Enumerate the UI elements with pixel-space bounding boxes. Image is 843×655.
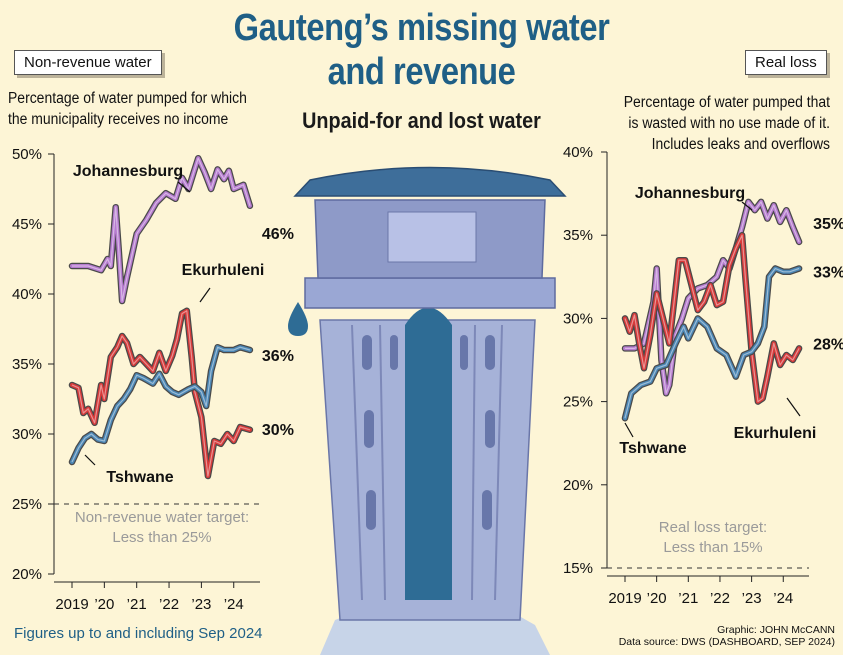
leader-line-tshwane: [624, 422, 634, 438]
x-tick-label: ’22: [710, 590, 730, 607]
y-tick-label: 25%: [563, 394, 593, 411]
panel-description-real-loss: Percentage of water pumped that is waste…: [587, 92, 830, 155]
description-line: Includes leaks and overflows: [651, 136, 830, 153]
series-line-highlight-johannesburg: [72, 157, 251, 302]
y-tick-label: 15%: [563, 560, 593, 577]
series-name-tshwane: Tshwane: [106, 469, 173, 486]
credits: Graphic: JOHN McCANN Data source: DWS (D…: [619, 624, 835, 648]
panel-label-real-loss: Real loss: [745, 50, 827, 75]
series-line-johannesburg: [70, 156, 252, 303]
series-name-tshwane: Tshwane: [619, 440, 686, 457]
leader-line-ekurhuleni: [199, 287, 211, 303]
series-line-tshwane: [70, 345, 252, 464]
end-value-label-ekurhuleni: 28%: [813, 336, 843, 353]
real-loss-chart: 15% 20% 25% 30% 35% 40% 2019 ’20 ’21 ’22 ’23 ’24 Rea…: [563, 144, 843, 607]
target-label-line1: Non-revenue water target:: [75, 509, 249, 526]
main-title-line1: Gauteng’s missing water: [233, 7, 610, 49]
tower-pillar-lines: [351, 324, 503, 601]
series-line-highlight-tshwane: [624, 267, 800, 419]
non-revenue-chart: 20% 25% 30% 35% 40% 45% 50% 2019 ’20 ’21 ’22 ’23 ’24…: [12, 146, 294, 613]
credit-graphic: Graphic: JOHN McCANN: [717, 624, 835, 636]
leader-line-ekurhuleni: [786, 397, 801, 417]
y-tick-label: 40%: [563, 144, 593, 161]
x-tick-label: ’24: [773, 590, 793, 607]
description-line: the municipality receives no income: [8, 111, 229, 128]
y-tick-label: 30%: [12, 426, 42, 443]
series-name-johannesburg: Johannesburg: [635, 185, 745, 202]
x-tick-label: ’21: [678, 590, 698, 607]
y-tick-label: 20%: [563, 477, 593, 494]
leader-line-tshwane: [84, 454, 96, 466]
tower-roof: [293, 166, 567, 197]
target-label-line2: Less than 25%: [112, 529, 211, 546]
x-tick-label: ’23: [742, 590, 762, 607]
series-name-johannesburg: Johannesburg: [73, 163, 183, 180]
series-line-ekurhuleni: [623, 233, 802, 404]
end-value-label-ekurhuleni: 30%: [262, 422, 294, 439]
panel-description-non-revenue: Percentage of water pumped for which the…: [8, 88, 278, 130]
end-value-label-tshwane: 33%: [813, 264, 843, 281]
x-tick-label: 2019: [55, 596, 88, 613]
description-line: Percentage of water pumped that: [623, 94, 830, 111]
series-line-highlight-tshwane: [71, 346, 251, 463]
tower-collar: [304, 277, 556, 309]
x-tick-label: 2019: [608, 590, 641, 607]
series-name-ekurhuleni: Ekurhuleni: [182, 262, 265, 279]
y-tick-label: 40%: [12, 286, 42, 303]
y-tick-label: 25%: [12, 496, 42, 513]
description-line: Percentage of water pumped for which: [8, 90, 247, 107]
footnote: Figures up to and including Sep 2024: [14, 625, 263, 642]
subtitle: Unpaid-for and lost water: [302, 108, 541, 133]
target-label-line2: Less than 15%: [663, 539, 762, 556]
tower-door: [405, 307, 452, 600]
series-line-ekurhuleni: [70, 308, 252, 478]
series-line-highlight-ekurhuleni: [71, 310, 251, 477]
end-value-label-johannesburg: 35%: [813, 216, 843, 233]
water-tower-illustration: [288, 166, 567, 655]
x-tick-label: ’24: [224, 596, 244, 613]
end-value-label-johannesburg: 46%: [262, 226, 294, 243]
water-drop-icon: [288, 302, 308, 336]
main-title-line2: and revenue: [327, 51, 516, 93]
x-tick-label: ’21: [127, 596, 147, 613]
end-value-label-tshwane: 36%: [262, 348, 294, 365]
leader-line-johannesburg: [177, 181, 191, 193]
y-tick-label: 35%: [12, 356, 42, 373]
series-name-ekurhuleni: Ekurhuleni: [734, 425, 817, 442]
tower-windows: [362, 335, 495, 530]
y-tick-label: 50%: [12, 146, 42, 163]
y-tick-label: 20%: [12, 566, 42, 583]
main-title: Gauteng’s missing water and revenue: [214, 6, 629, 94]
credit-source: Data source: DWS (DASHBOARD, SEP 2024): [618, 636, 835, 648]
leader-line-johannesburg: [741, 201, 753, 211]
tank-panel: [387, 211, 477, 263]
x-tick-label: ’20: [647, 590, 667, 607]
x-tick-label: ’22: [159, 596, 179, 613]
y-tick-label: 35%: [563, 227, 593, 244]
panel-label-non-revenue: Non-revenue water: [14, 50, 162, 75]
description-line: is wasted with no use made of it.: [628, 115, 830, 132]
x-tick-label: ’23: [191, 596, 211, 613]
y-tick-label: 30%: [563, 310, 593, 327]
target-label-line1: Real loss target:: [659, 519, 767, 536]
series-line-highlight-ekurhuleni: [624, 234, 800, 403]
y-tick-label: 45%: [12, 216, 42, 233]
x-tick-label: ’20: [94, 596, 114, 613]
series-line-tshwane: [623, 266, 802, 421]
